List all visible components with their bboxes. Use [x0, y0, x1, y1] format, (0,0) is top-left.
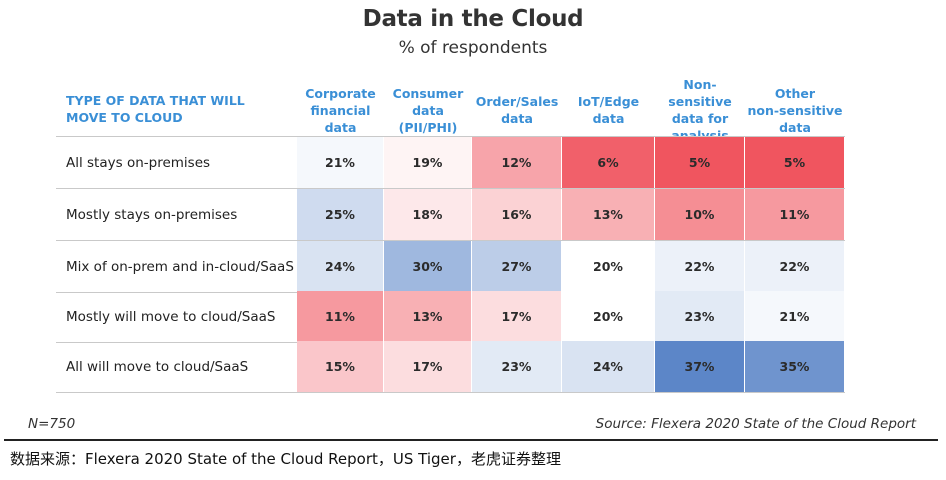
heatmap-cell: 20%: [562, 241, 655, 292]
heatmap-cell: 12%: [472, 137, 562, 188]
heatmap-cell: 11%: [297, 291, 384, 342]
heatmap-cell: 20%: [562, 291, 655, 342]
chart-subtitle: % of respondents: [398, 38, 548, 58]
heatmap-cell: 15%: [297, 341, 384, 392]
row-separator: [56, 392, 845, 393]
heatmap-cell: 5%: [655, 137, 745, 188]
heatmap-cell: 23%: [655, 291, 745, 342]
header-separator: [56, 136, 845, 137]
heatmap-cell: 16%: [472, 189, 562, 240]
heatmap-cell: 23%: [472, 341, 562, 392]
heatmap-cell: 10%: [655, 189, 745, 240]
heatmap-cell: 13%: [384, 291, 472, 342]
data-source-caption: 数据来源：Flexera 2020 State of the Cloud Rep…: [10, 450, 561, 468]
heatmap-cell: 17%: [472, 291, 562, 342]
heatmap-cell: 22%: [655, 241, 745, 292]
heatmap-cell: 21%: [745, 291, 845, 342]
heatmap-cell: 18%: [384, 189, 472, 240]
corner-label: TYPE OF DATA THAT WILL MOVE TO CLOUD: [66, 93, 245, 125]
row-label: Mostly stays on-premises: [66, 207, 238, 223]
row-label: All will move to cloud/SaaS: [66, 359, 249, 375]
heatmap-cell: 35%: [745, 341, 845, 392]
heatmap-cell: 27%: [472, 241, 562, 292]
heatmap-cell: 19%: [384, 137, 472, 188]
heatmap-cell: 21%: [297, 137, 384, 188]
row-label: Mostly will move to cloud/SaaS: [66, 309, 276, 325]
column-header: Order/Sales data: [475, 94, 559, 126]
source-note: Source: Flexera 2020 State of the Cloud …: [595, 416, 916, 432]
heatmap-cell: 22%: [745, 241, 845, 292]
chart-title: Data in the Cloud: [362, 6, 584, 32]
row-label: Mix of on-prem and in-cloud/SaaS: [66, 259, 294, 275]
heatmap-cell: 13%: [562, 189, 655, 240]
heatmap-cell: 37%: [655, 341, 745, 392]
row-label: All stays on-premises: [66, 155, 211, 171]
heatmap-cell: 30%: [384, 241, 472, 292]
heatmap-cell: 17%: [384, 341, 472, 392]
column-header: IoT/Edge data: [577, 94, 640, 126]
column-header: Other non-sensitive data: [747, 85, 843, 135]
heatmap-cell: 24%: [562, 341, 655, 392]
heatmap-cell: 25%: [297, 189, 384, 240]
divider-rule: [4, 439, 938, 441]
column-header: Non-sensitive data for analysis: [668, 77, 732, 143]
heatmap-cell: 5%: [745, 137, 845, 188]
heatmap-cell: 6%: [562, 137, 655, 188]
sample-size-note: N=750: [28, 416, 76, 432]
heatmap-cell: 11%: [745, 189, 845, 240]
heatmap-cell: 24%: [297, 241, 384, 292]
row-separator: [56, 188, 845, 189]
row-separator: [56, 240, 845, 241]
column-header: Consumer data (PII/PHI): [392, 85, 464, 135]
column-header: Corporate financial data: [305, 85, 376, 135]
